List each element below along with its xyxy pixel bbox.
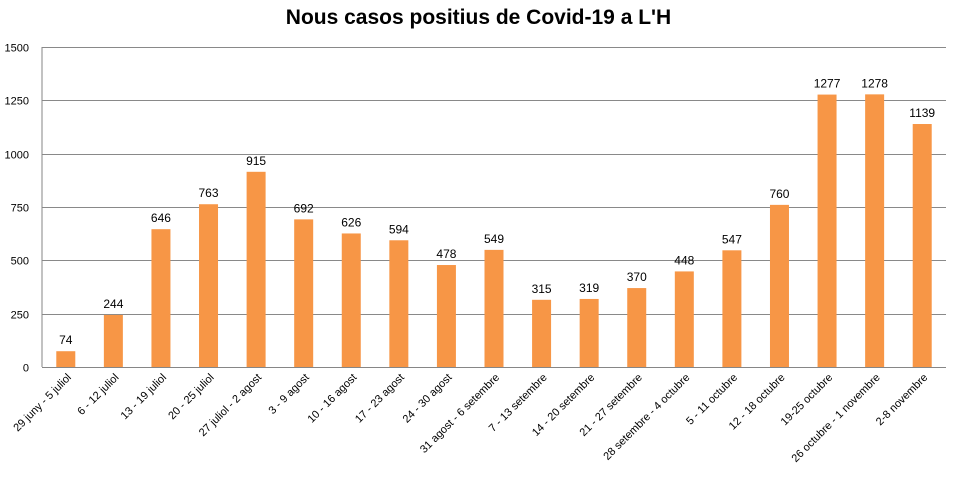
bar: [674, 271, 694, 367]
x-tick-label: 31 agost - 6 setembre: [418, 372, 502, 456]
y-axis: 0 250 500 750 1000 1250 1500: [5, 43, 43, 375]
data-label: 547: [722, 232, 742, 246]
data-label: 1277: [814, 77, 841, 91]
data-label: 370: [627, 270, 647, 284]
y-tick-label: 1500: [5, 43, 29, 55]
data-label: 448: [674, 253, 694, 267]
data-label: 244: [103, 297, 123, 311]
data-labels: 74 244 646 763 915 692 626 594 478 549 315 319 370 44…: [59, 76, 935, 347]
data-label: 319: [579, 281, 599, 295]
data-label: 692: [294, 201, 314, 215]
bar: [484, 249, 504, 367]
data-label: 763: [199, 186, 219, 200]
data-label: 915: [246, 154, 266, 168]
data-label: 760: [769, 187, 789, 201]
bar: [627, 288, 647, 367]
bar: [389, 240, 409, 367]
bar: [865, 94, 885, 368]
bar: [151, 229, 171, 367]
data-label: 594: [389, 222, 409, 236]
y-tick-label: 1000: [5, 150, 29, 162]
bar: [56, 351, 76, 367]
x-tick-label: 28 setembre - 4 octubre: [601, 372, 692, 463]
bar: [579, 298, 599, 367]
x-tick-label: 6 - 12 juliol: [75, 372, 121, 418]
data-label: 315: [532, 282, 552, 296]
bar: [817, 94, 837, 367]
data-label: 549: [484, 232, 504, 246]
bar: [722, 250, 742, 367]
bar: [294, 219, 314, 367]
data-label: 478: [436, 247, 456, 261]
data-label: 646: [151, 211, 171, 225]
x-tick-label: 26 octubre - 1 novembre: [790, 372, 883, 465]
bar: [246, 171, 266, 367]
bar: [341, 233, 361, 367]
chart-title: Nous casos positius de Covid-19 a L'H: [285, 6, 672, 29]
x-tick-label: 17 - 23 agost: [353, 372, 407, 426]
bar: [532, 299, 552, 367]
x-tick-label: 3 - 9 agost: [267, 372, 312, 417]
bars: [56, 94, 932, 368]
data-label: 74: [59, 333, 73, 347]
x-tick-label: 29 juny - 5 juliol: [11, 372, 74, 435]
y-tick-label: 500: [11, 256, 29, 268]
bar: [199, 204, 219, 367]
x-tick-label: 10 - 16 agost: [305, 372, 359, 426]
bar: [436, 265, 456, 367]
data-label: 1139: [909, 106, 935, 120]
y-tick-label: 250: [11, 310, 29, 322]
y-tick-label: 1250: [5, 96, 29, 108]
y-tick-label: 750: [11, 203, 29, 215]
x-tick-label: 20 - 25 juliol: [166, 372, 216, 422]
x-tick-label: 13 - 19 juliol: [119, 372, 169, 422]
y-tick-label: 0: [23, 363, 29, 375]
bar: [769, 204, 789, 367]
data-label: 626: [341, 215, 361, 229]
bar: [912, 124, 932, 367]
bar: [103, 314, 123, 367]
data-label: 1278: [861, 76, 888, 90]
